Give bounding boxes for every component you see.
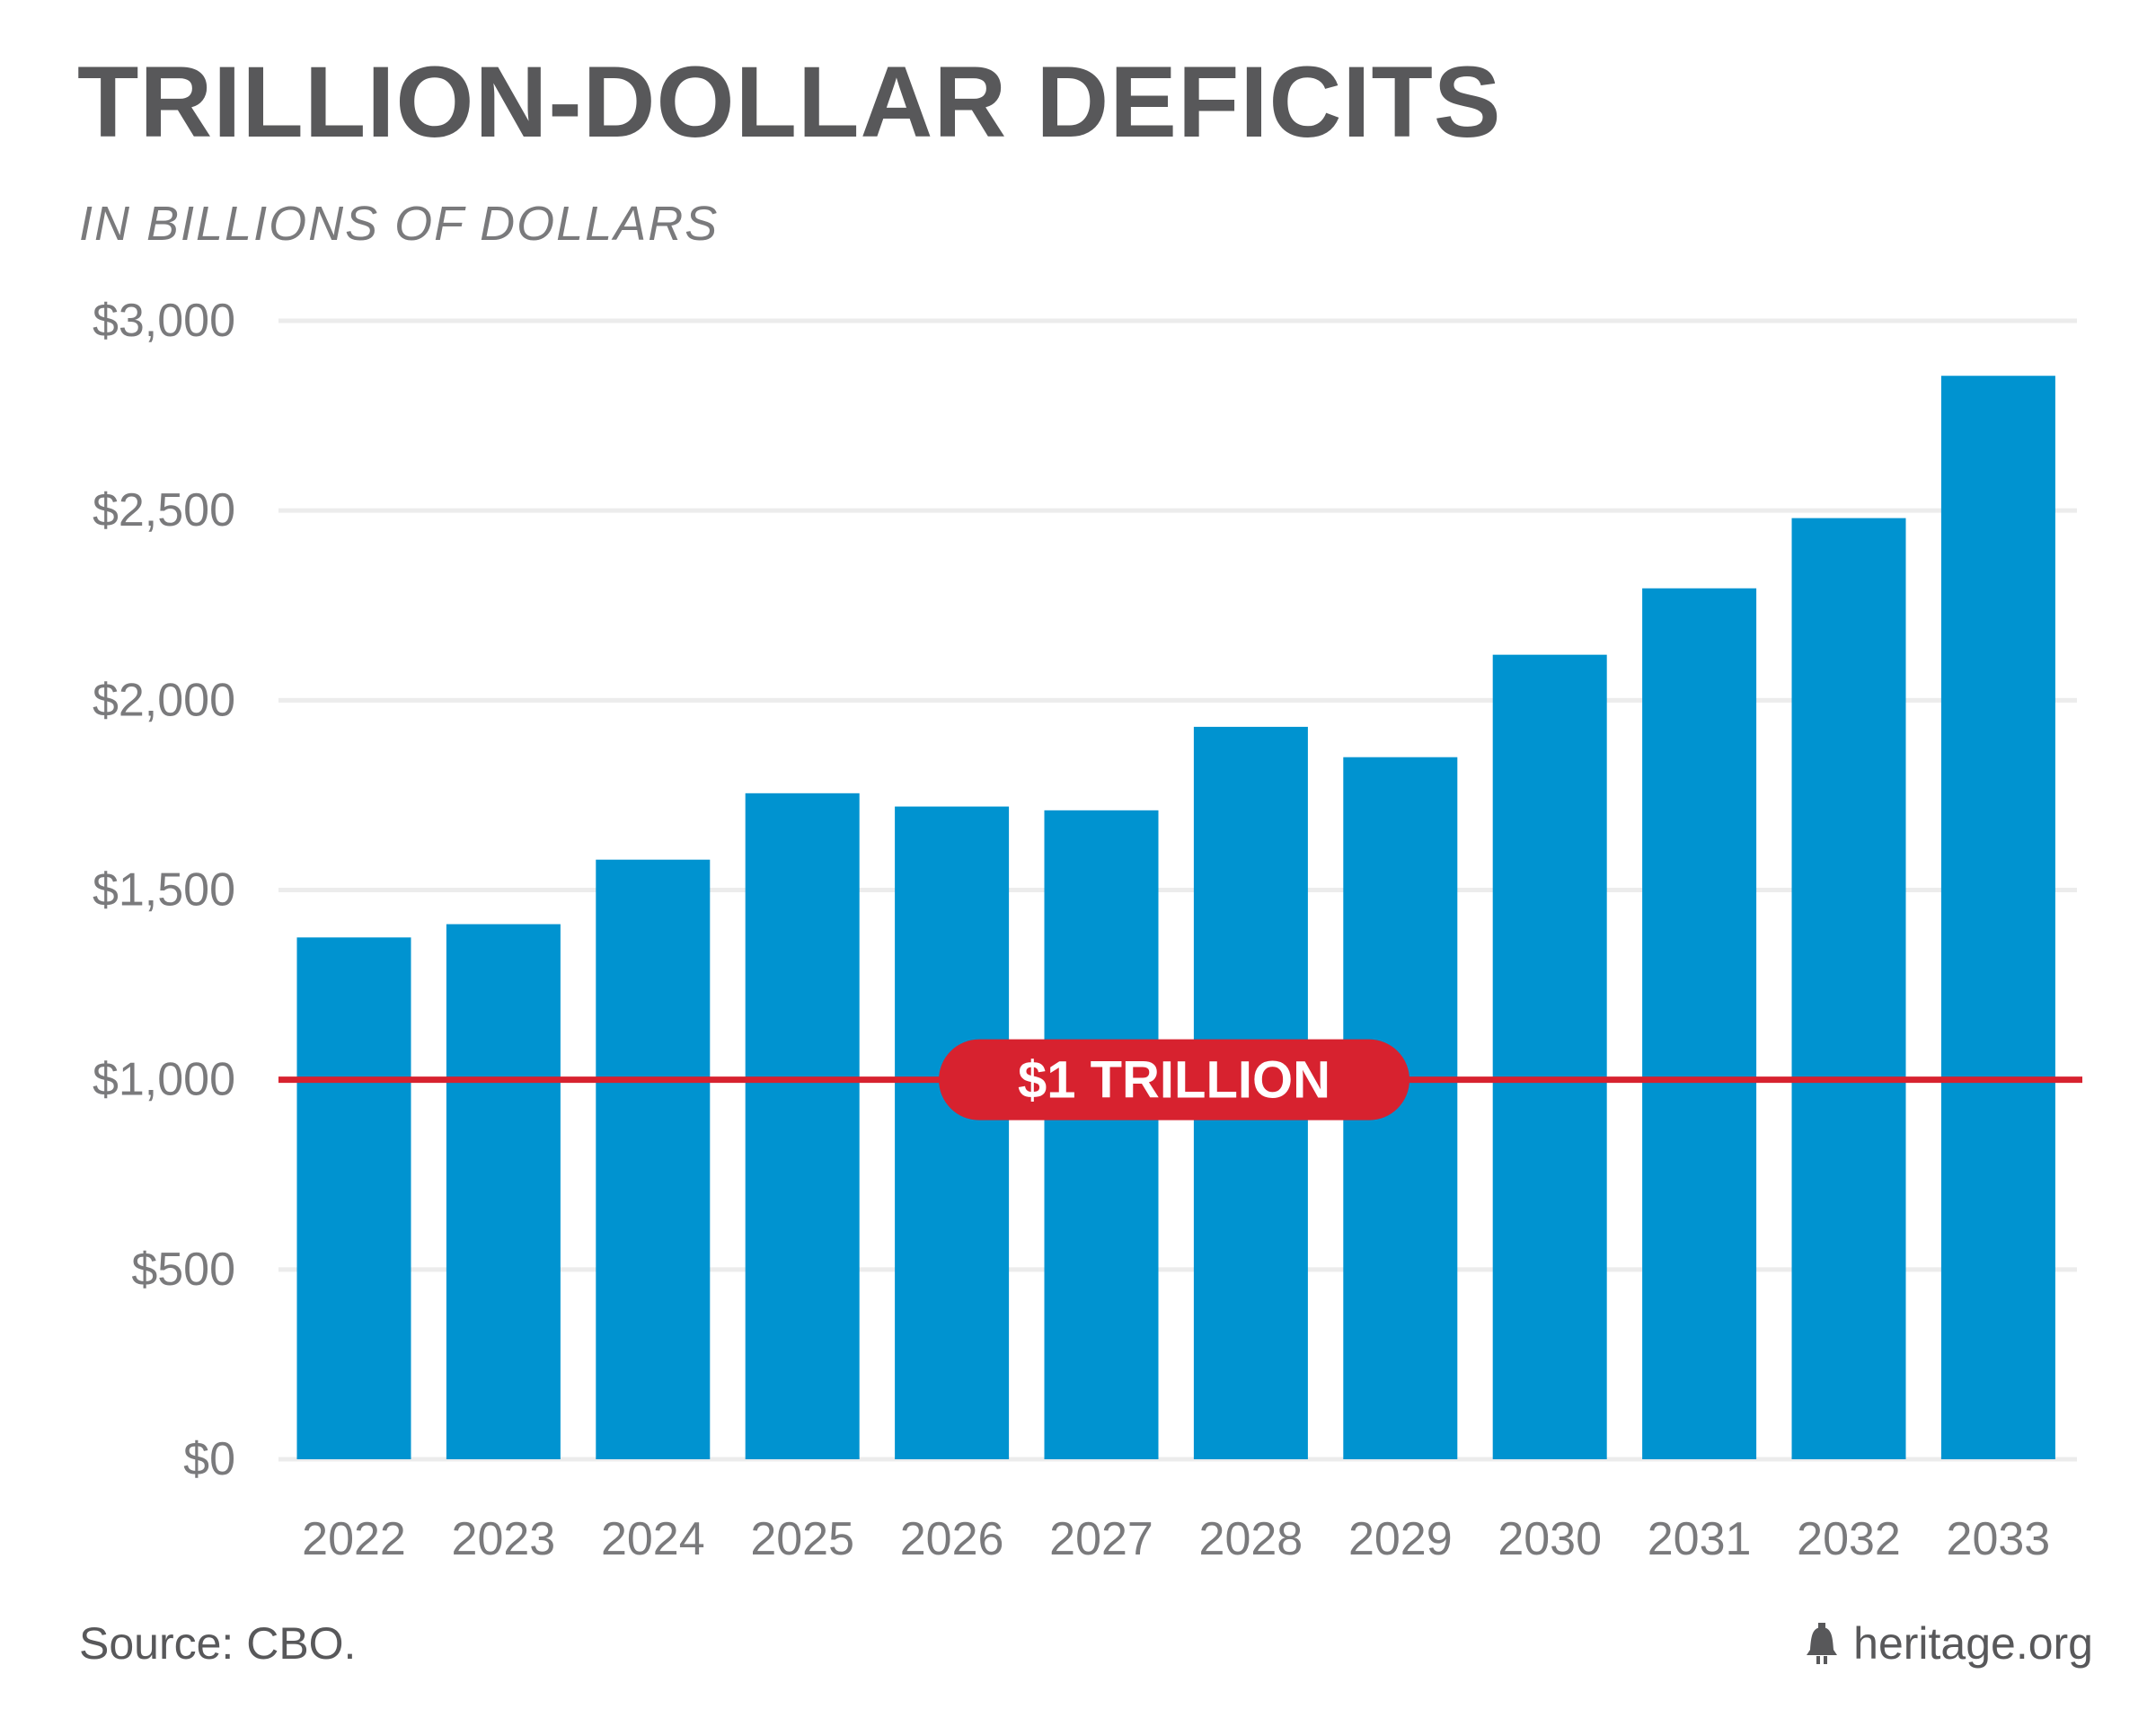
chart-title: TRILLION-DOLLAR DEFICITS	[77, 46, 1502, 158]
bar-2027	[1044, 810, 1159, 1459]
reference-line-group: $1 TRILLION	[278, 1039, 2082, 1120]
y-tick-label: $0	[183, 1433, 235, 1485]
x-tick-label: 2027	[1049, 1513, 1153, 1565]
y-tick-label: $1,500	[93, 864, 235, 917]
y-tick-label: $2,000	[93, 674, 235, 726]
bar-2032	[1791, 518, 1906, 1460]
x-tick-label: 2033	[1947, 1513, 2051, 1565]
x-tick-label: 2025	[750, 1513, 854, 1565]
y-axis-ticks: $0 $500 $1,000 $1,500 $2,000 $2,500 $3,000	[93, 295, 235, 1485]
bar-2030	[1492, 654, 1607, 1459]
y-tick-label: $500	[131, 1244, 235, 1296]
y-tick-label: $1,000	[93, 1054, 235, 1106]
bar-chart: $0 $500 $1,000 $1,500 $2,000 $2,500 $3,000 202…	[93, 295, 2082, 1565]
x-tick-label: 2032	[1797, 1513, 1901, 1565]
y-tick-label: $3,000	[93, 295, 235, 347]
bars	[296, 376, 2055, 1460]
x-tick-label: 2023	[452, 1513, 556, 1565]
reference-label: $1 TRILLION	[1018, 1051, 1330, 1110]
bar-2022	[296, 937, 411, 1459]
x-axis-ticks: 2022 2023 2024 2025 2026 2027 2028 2029 2030 2031…	[302, 1513, 2050, 1565]
brand-name: heritage.org	[1853, 1618, 2093, 1669]
brand-credit: heritage.org	[1805, 1621, 2093, 1666]
bar-2025	[745, 793, 860, 1459]
x-tick-label: 2026	[900, 1513, 1004, 1565]
x-tick-label: 2022	[302, 1513, 406, 1565]
chart-subtitle: IN BILLIONS OF DOLLARS	[79, 197, 720, 251]
x-tick-label: 2024	[601, 1513, 705, 1565]
bar-2026	[895, 806, 1010, 1459]
bar-2024	[596, 859, 711, 1459]
liberty-bell-icon	[1807, 1623, 1838, 1664]
x-tick-label: 2029	[1348, 1513, 1453, 1565]
x-tick-label: 2030	[1498, 1513, 1602, 1565]
reference-label-pill	[939, 1039, 1409, 1120]
x-tick-label: 2028	[1199, 1513, 1303, 1565]
bar-2031	[1642, 588, 1757, 1459]
bar-2023	[446, 924, 561, 1459]
source-note: Source: CBO.	[79, 1618, 357, 1669]
y-tick-label: $2,500	[93, 484, 235, 536]
bar-2033	[1940, 376, 2055, 1460]
x-tick-label: 2031	[1648, 1513, 1752, 1565]
